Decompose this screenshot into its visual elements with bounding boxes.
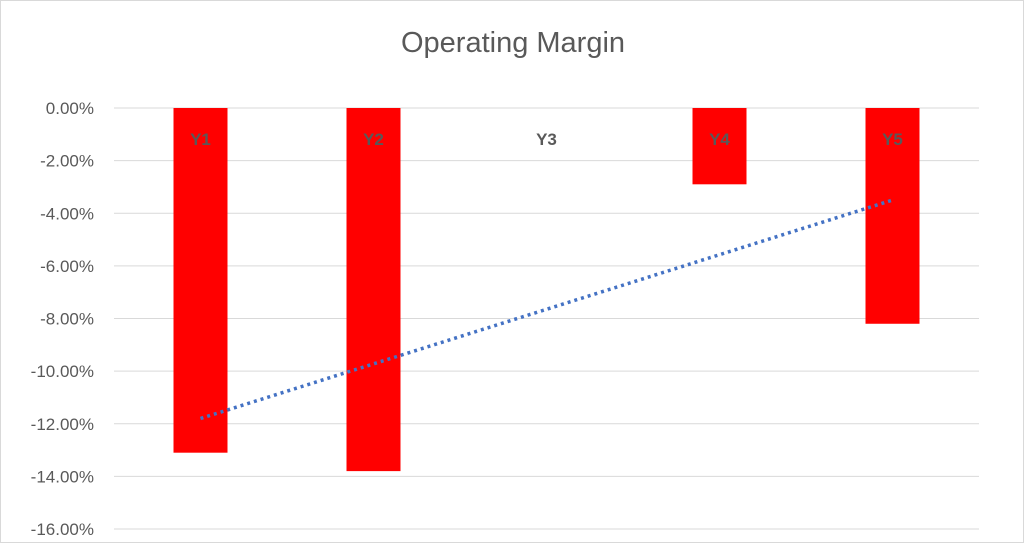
y-tick-label: -16.00%	[31, 520, 94, 539]
category-label-y2: Y2	[363, 130, 384, 149]
trendline-group	[199, 198, 894, 421]
y-tick-label: -10.00%	[31, 362, 94, 381]
y-tick-label: -4.00%	[40, 204, 94, 223]
bars	[173, 108, 920, 472]
gridlines	[114, 107, 979, 530]
y-tick-label: -6.00%	[40, 257, 94, 276]
category-label-y5: Y5	[882, 130, 903, 149]
category-label-y3: Y3	[536, 130, 557, 149]
category-label-y4: Y4	[709, 130, 730, 149]
category-label-y1: Y1	[190, 130, 211, 149]
y-tick-label: -8.00%	[40, 310, 94, 329]
y-tick-label: -12.00%	[31, 415, 94, 434]
bar-y2	[346, 108, 401, 472]
trendline	[199, 198, 894, 421]
chart-title: Operating Margin	[400, 27, 626, 59]
bar-y5	[865, 108, 920, 324]
y-tick-label: 0.00%	[46, 99, 94, 118]
y-tick-label: -2.00%	[40, 152, 94, 171]
bar-y4	[692, 108, 747, 185]
y-tick-label: -14.00%	[31, 467, 94, 486]
category-labels: Y1 Y2 Y3 Y4 Y5	[190, 130, 903, 149]
y-axis-ticks: 0.00% -2.00% -4.00% -6.00% -8.00% -10.00% -12.…	[31, 99, 94, 539]
bar-y1	[173, 108, 228, 453]
